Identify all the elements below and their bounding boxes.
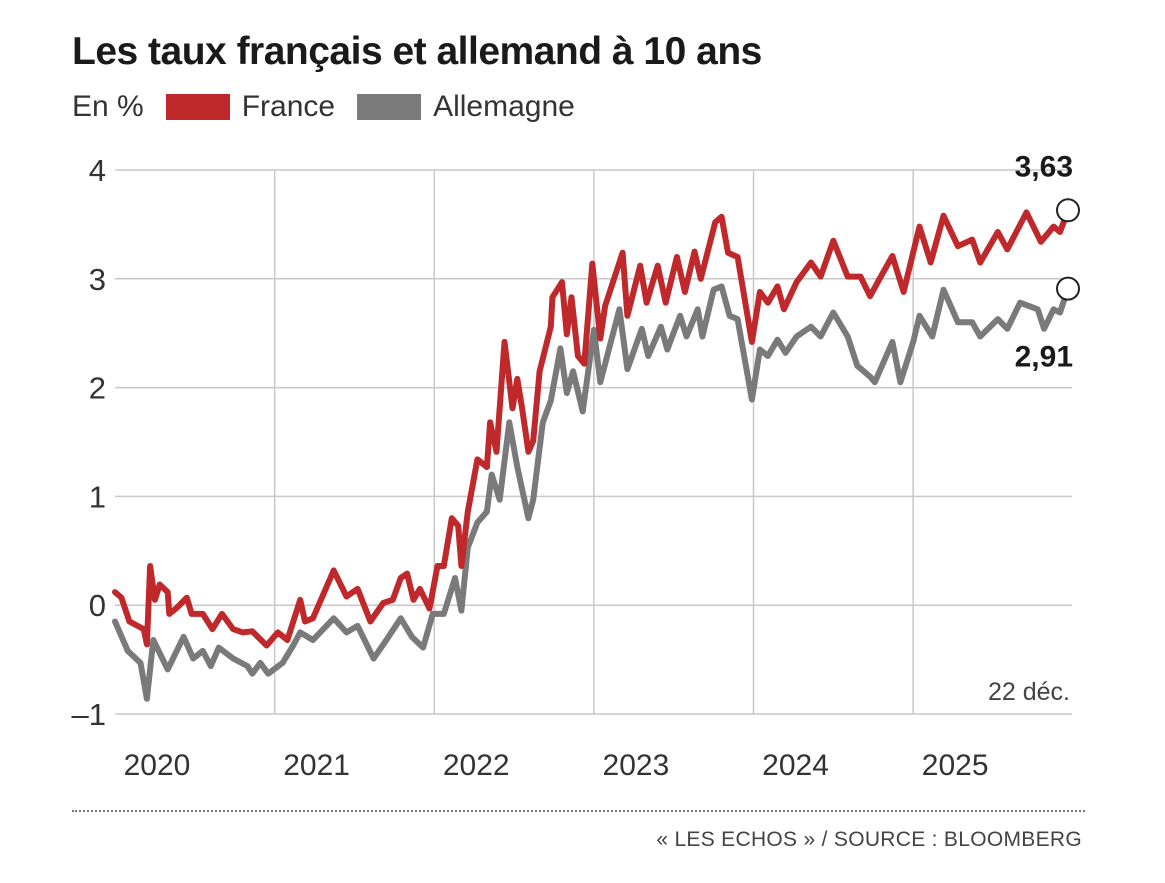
legend-swatch-france (165, 94, 230, 120)
end-point-marker (1056, 276, 1080, 301)
source-credit: « LES ECHOS » / SOURCE : BLOOMBERG (656, 828, 1082, 851)
legend-label-france: France (241, 90, 336, 123)
x-tick-label: 2025 (922, 749, 989, 782)
series-line-allemagne (112, 283, 1071, 702)
legend-swatch-allemagne (357, 94, 422, 120)
x-tick-label: 2020 (124, 749, 191, 782)
end-value-label: 2,91 (1015, 341, 1073, 374)
x-tick-label: 2024 (762, 749, 829, 782)
legend: En % France Allemagne (72, 90, 575, 124)
date-annotation: 22 déc. (988, 678, 1070, 706)
footer-divider (72, 810, 1085, 812)
y-tick-label: 3 (89, 262, 106, 297)
y-tick-label: 1 (89, 479, 106, 514)
x-tick-label: 2023 (603, 749, 670, 782)
x-tick-label: 2022 (443, 749, 510, 782)
end-point-marker (1056, 198, 1080, 223)
x-tick-label: 2021 (283, 749, 350, 782)
legend-label-allemagne: Allemagne (433, 90, 575, 123)
y-tick-label: 0 (89, 588, 106, 623)
y-tick-label: –1 (72, 697, 106, 732)
y-tick-label: 4 (89, 153, 106, 188)
chart-title: Les taux français et allemand à 10 ans (72, 30, 762, 73)
series-line-france (112, 207, 1071, 649)
y-tick-label: 2 (89, 371, 106, 406)
end-value-label: 3,63 (1015, 150, 1073, 183)
unit-label: En % (72, 90, 144, 123)
